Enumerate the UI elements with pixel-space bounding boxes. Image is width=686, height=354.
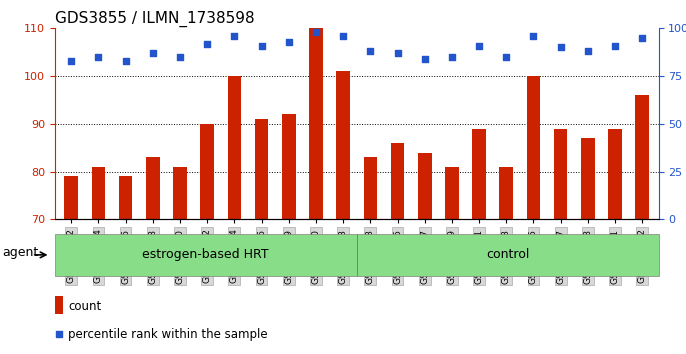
Bar [581,138,595,219]
Text: control: control [486,249,530,261]
Point [147,50,158,56]
Text: estrogen-based HRT: estrogen-based HRT [143,249,269,261]
Point [229,33,240,39]
Point [202,41,213,46]
Bar [200,124,214,219]
Bar [608,129,622,219]
Point [256,43,267,48]
Bar [173,167,187,219]
Bar [228,76,241,219]
Bar [391,143,404,219]
Text: percentile rank within the sample: percentile rank within the sample [68,328,268,341]
Point [582,48,593,54]
Point [555,45,566,50]
Bar [146,157,160,219]
Bar [119,176,132,219]
Bar [499,167,513,219]
Bar [364,157,377,219]
Point [610,43,621,48]
Bar [282,114,296,219]
Point [392,50,403,56]
Bar [64,176,78,219]
Bar [635,95,649,219]
Bar [255,119,268,219]
Point [174,54,185,60]
Point [501,54,512,60]
Point [447,54,458,60]
Point [283,39,294,45]
Point [637,35,648,41]
Bar [336,72,350,219]
Bar [554,129,567,219]
Bar [357,234,659,276]
Point [120,58,131,64]
Point [338,33,348,39]
Point [365,48,376,54]
Point [419,56,430,62]
Bar [92,167,105,219]
Text: count: count [68,299,102,313]
Bar [309,28,322,219]
Point [528,33,539,39]
Bar [445,167,459,219]
Bar [55,296,62,314]
Bar [55,234,357,276]
Bar [418,153,431,219]
Point [66,58,77,64]
Point [311,29,322,35]
Point [473,43,484,48]
Point [54,332,64,337]
Bar [472,129,486,219]
Text: agent: agent [3,246,39,259]
Point [93,54,104,60]
Text: GDS3855 / ILMN_1738598: GDS3855 / ILMN_1738598 [55,11,255,27]
Bar [527,76,541,219]
